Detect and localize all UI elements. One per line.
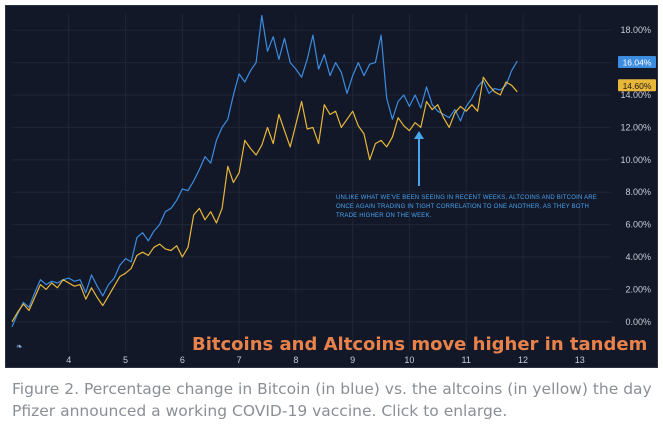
- figure-caption: Figure 2. Percentage change in Bitcoin (…: [12, 380, 652, 420]
- x-tick-label: 7: [237, 355, 242, 365]
- last-value-badges: 16.04% 14.60%: [618, 55, 656, 92]
- x-tick-label: 4: [66, 355, 71, 365]
- x-tick-label: 10: [404, 355, 414, 365]
- arrow-head: [414, 131, 424, 139]
- x-tick-label: 5: [123, 355, 128, 365]
- chart-annotation: Unlike what we've been seeing in recent …: [336, 195, 597, 219]
- last-value-label: 14.60%: [623, 81, 652, 91]
- y-tick-label: 8.00%: [625, 187, 651, 197]
- chart-panel: 0.00% 2.00% 4.00% 6.00% 8.00% 10.00% 12.00% 14.…: [5, 5, 658, 368]
- x-tick-label: 11: [462, 355, 471, 365]
- x-tick-label: 12: [518, 355, 528, 365]
- x-tick-label: 8: [293, 355, 298, 365]
- series-line-bitcoin: [11, 15, 518, 327]
- last-value-label: 16.04%: [623, 57, 652, 67]
- y-tick-label: 18.00%: [620, 25, 651, 35]
- tradingview-logo-icon: ❧: [16, 342, 23, 351]
- series-layer: [11, 15, 518, 327]
- y-tick-label: 10.00%: [620, 155, 651, 165]
- y-tick-label: 0.00%: [625, 317, 651, 327]
- last-value-badge: 16.04%: [618, 55, 656, 68]
- series-points-0: [11, 15, 518, 327]
- x-tick-label: 6: [180, 355, 185, 365]
- y-tick-label: 6.00%: [625, 220, 651, 230]
- y-axis-ticks: 0.00% 2.00% 4.00% 6.00% 8.00% 10.00% 12.00% 14.…: [620, 25, 651, 327]
- x-tick-label: 13: [575, 355, 585, 365]
- y-tick-label: 12.00%: [620, 122, 651, 132]
- grid: [12, 14, 611, 351]
- series-points-1: [11, 77, 518, 322]
- series-line-altcoins: [11, 76, 518, 323]
- last-value-badge: 14.60%: [618, 79, 656, 92]
- y-tick-label: 2.00%: [625, 284, 651, 294]
- x-axis-ticks: 4 5 6 7 8 9 10 11 12 13: [66, 355, 585, 365]
- y-tick-label: 4.00%: [625, 252, 651, 262]
- annotation-arrow: [414, 131, 424, 186]
- chart-title: Bitcoins and Altcoins move higher in tan…: [192, 334, 648, 355]
- line-chart: 0.00% 2.00% 4.00% 6.00% 8.00% 10.00% 12.00% 14.…: [11, 14, 656, 365]
- x-tick-label: 9: [350, 355, 355, 365]
- y-tick-label: 14.00%: [620, 90, 651, 100]
